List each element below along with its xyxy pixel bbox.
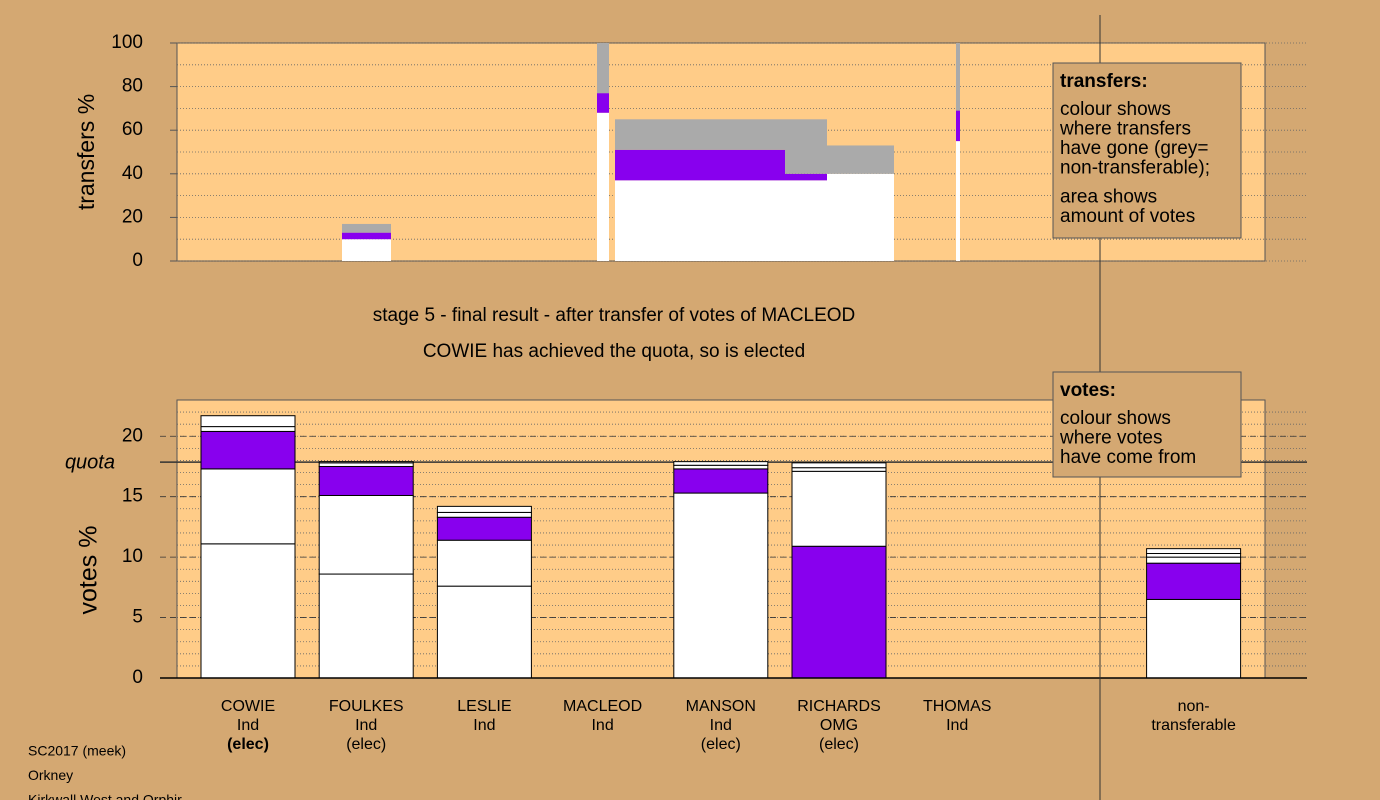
x-tick-label: Ind [946, 717, 968, 734]
y-tick-label: 20 [122, 425, 143, 446]
footer-text: Kirkwall West and Orphir [28, 792, 182, 800]
bar-segment [436, 539, 532, 587]
bar-segment [436, 505, 532, 513]
bar-segment [956, 141, 960, 261]
y-tick-label: 20 [122, 206, 143, 227]
bar-segment [342, 239, 391, 261]
x-tick-label: (elec) [227, 736, 269, 753]
bar-segment [318, 494, 414, 575]
x-tick-label: RICHARDS [797, 698, 881, 715]
legend-text: where votes [1059, 428, 1162, 449]
bar-segment [597, 112, 609, 261]
x-tick-label: Ind [710, 717, 732, 734]
bar-segment [791, 470, 887, 547]
x-tick-label: non- [1178, 698, 1210, 715]
x-tick-label: transferable [1151, 717, 1236, 734]
bar-segment [342, 232, 391, 240]
x-tick-label: COWIE [221, 698, 275, 715]
bar-segment [1146, 548, 1242, 555]
legend-text: non-transferable); [1060, 158, 1210, 179]
bar-segment [597, 43, 609, 94]
legend-text: amount of votes [1060, 206, 1195, 227]
bar-segment [318, 461, 414, 464]
chart-subtitle: COWIE has achieved the quota, so is elec… [423, 341, 805, 362]
legend-title: transfers: [1060, 71, 1148, 92]
y-tick-label: 10 [122, 546, 143, 567]
x-tick-label: MACLEOD [563, 698, 642, 715]
chart-title: stage 5 - final result - after transfer … [373, 305, 856, 326]
bar-segment [791, 467, 887, 472]
bar-segment [1146, 598, 1242, 679]
bar-segment [673, 468, 769, 494]
bar-segment [318, 462, 414, 467]
legend-text: colour shows [1060, 99, 1171, 120]
x-tick-label: Ind [355, 717, 377, 734]
y-axis-label: votes % [75, 526, 103, 615]
bar-segment [436, 511, 532, 518]
footer-text: Orkney [28, 767, 73, 783]
legend-text: colour shows [1060, 408, 1171, 429]
bar-segment [1146, 562, 1242, 600]
y-axis-label: transfers % [73, 94, 99, 210]
bar-segment [673, 464, 769, 470]
legend-text: area shows [1060, 187, 1157, 208]
bar-segment [200, 543, 296, 679]
x-tick-label: Ind [591, 717, 613, 734]
y-tick-label: 100 [111, 32, 143, 53]
bar-segment [956, 43, 960, 111]
bar-segment [785, 180, 827, 261]
bar-segment [1146, 553, 1242, 558]
bar-segment [200, 415, 296, 428]
bar-segment [673, 461, 769, 466]
quota-label: quota [65, 451, 115, 473]
footer-text: SC2017 (meek) [28, 743, 126, 759]
y-tick-label: 60 [122, 119, 143, 140]
x-tick-label: (elec) [346, 736, 386, 753]
bar-segment [615, 180, 785, 261]
bar-segment [318, 465, 414, 496]
bar-segment [342, 223, 391, 233]
legend-text: have gone (grey= [1060, 138, 1208, 159]
bar-segment [827, 145, 894, 174]
x-tick-label: THOMAS [923, 698, 991, 715]
bar-segment [436, 516, 532, 541]
x-tick-label: Ind [473, 717, 495, 734]
bar-segment [436, 585, 532, 679]
bar-segment [956, 110, 960, 142]
legend-title: votes: [1060, 380, 1116, 401]
bar-segment [615, 119, 785, 150]
bar-segment [673, 492, 769, 679]
bar-segment [597, 93, 609, 113]
bar-segment [200, 468, 296, 545]
bar-segment [791, 545, 887, 679]
bar-segment [791, 462, 887, 469]
y-tick-label: 5 [132, 607, 143, 628]
legend-box [1052, 62, 1242, 239]
legend-text: where transfers [1059, 119, 1191, 140]
bar-segment [785, 173, 827, 181]
bar-segment [318, 573, 414, 679]
bar-segment [827, 173, 894, 261]
bar-segment [1146, 556, 1242, 564]
x-tick-label: (elec) [701, 736, 741, 753]
legend-text: have come from [1060, 447, 1196, 468]
bar-segment [615, 149, 785, 181]
x-tick-label: LESLIE [457, 698, 511, 715]
x-tick-label: (elec) [819, 736, 859, 753]
bar-segment [785, 119, 827, 174]
x-tick-label: FOULKES [329, 698, 404, 715]
y-tick-label: 0 [132, 667, 143, 688]
y-tick-label: 15 [122, 486, 143, 507]
bar-segment [200, 430, 296, 470]
x-tick-label: OMG [820, 717, 858, 734]
y-tick-label: 0 [132, 250, 143, 271]
x-tick-label: MANSON [686, 698, 756, 715]
y-tick-label: 40 [122, 163, 143, 184]
bar-segment [200, 426, 296, 432]
y-tick-label: 80 [122, 76, 143, 97]
legend-box [1052, 371, 1242, 478]
x-tick-label: Ind [237, 717, 259, 734]
